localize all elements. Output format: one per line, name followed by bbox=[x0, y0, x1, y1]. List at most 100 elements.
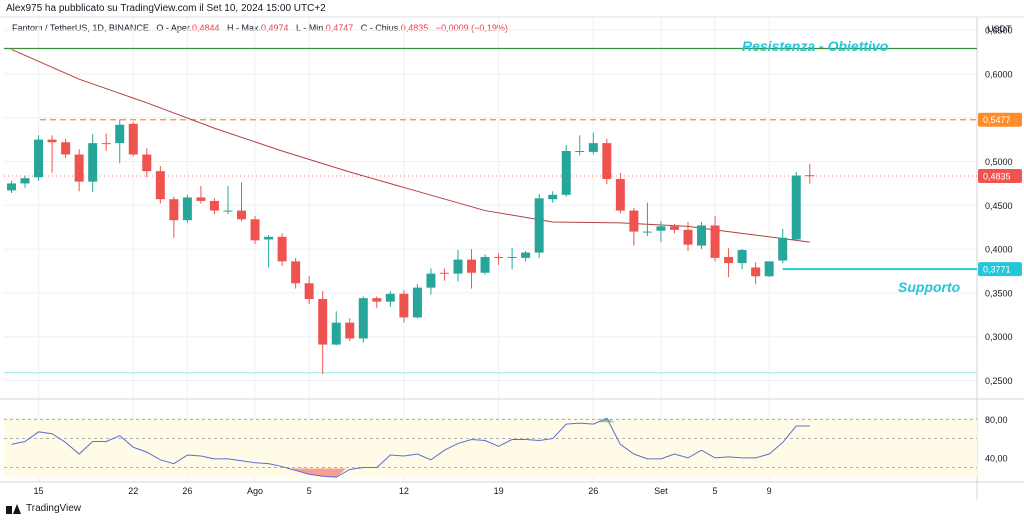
candle-body bbox=[805, 175, 815, 177]
change-value: −0,0009 (−0,19%) bbox=[435, 23, 508, 33]
candle-body bbox=[575, 151, 585, 153]
candle-body bbox=[724, 256, 734, 264]
candle-body bbox=[480, 256, 490, 273]
candle-body bbox=[88, 143, 98, 182]
support-price-label: 0,3771 bbox=[983, 265, 1011, 275]
low-label: L - Min. bbox=[296, 23, 326, 33]
candle-body bbox=[453, 259, 463, 274]
rsi-overbought-fill bbox=[598, 418, 615, 423]
rsi-tick-label: 80,00 bbox=[985, 415, 1008, 425]
candle-body bbox=[155, 171, 165, 200]
open-label: O - Aper. bbox=[156, 23, 192, 33]
last-price-label-bg bbox=[978, 168, 1022, 183]
candle-body bbox=[751, 267, 761, 277]
candle-body bbox=[534, 198, 544, 253]
candle-body bbox=[467, 259, 477, 273]
footer-brand[interactable]: TradingView bbox=[6, 503, 81, 514]
resistance-annotation: Resistenza - Obiettivo bbox=[742, 38, 889, 54]
candle-body bbox=[588, 143, 598, 152]
close-label: C - Chius. bbox=[360, 23, 401, 33]
candle-body bbox=[385, 293, 395, 302]
time-tick-label: 12 bbox=[399, 486, 409, 496]
candle-body bbox=[237, 210, 247, 220]
price-tick-label: 0,4000 bbox=[985, 245, 1013, 255]
symbol-label: Fantom / TetherUS, 1D, BINANCE bbox=[12, 23, 149, 33]
candle-body bbox=[669, 226, 679, 230]
candle-body bbox=[61, 142, 71, 155]
price-tick-label: 0,5000 bbox=[985, 157, 1013, 167]
candle-body bbox=[548, 194, 558, 200]
time-tick-label: 22 bbox=[128, 486, 138, 496]
candle-body bbox=[358, 298, 368, 339]
ohlc-legend: Fantom / TetherUS, 1D, BINANCE O - Aper.… bbox=[12, 23, 508, 33]
candle-body bbox=[629, 210, 639, 232]
publish-caption: Alex975 ha pubblicato su TradingView.com… bbox=[6, 3, 326, 14]
candle-body bbox=[142, 154, 152, 172]
last-price-label: 0,4835 bbox=[983, 171, 1011, 181]
price-tick-label: 0,3500 bbox=[985, 288, 1013, 298]
currency-label: USDT bbox=[987, 24, 1012, 34]
close-value: 0,4835 bbox=[400, 23, 429, 33]
candle-body bbox=[345, 322, 355, 339]
time-tick-label: 9 bbox=[767, 486, 772, 496]
time-tick-label: 5 bbox=[713, 486, 718, 496]
time-tick-label: 19 bbox=[494, 486, 504, 496]
price-tick-label: 0,3000 bbox=[985, 332, 1013, 342]
candle-body bbox=[169, 199, 179, 221]
rsi-oversold-fill bbox=[285, 468, 347, 478]
high-value: 0,4974 bbox=[261, 23, 289, 33]
candle-body bbox=[412, 287, 422, 318]
candle-body bbox=[223, 210, 233, 212]
low-value: 0,4747 bbox=[325, 23, 354, 33]
candle-body bbox=[710, 225, 720, 258]
dashed-level-price-label: 0,5477 bbox=[983, 115, 1011, 125]
time-tick-label: Ago bbox=[247, 486, 263, 496]
candle-body bbox=[521, 252, 531, 258]
candle-body bbox=[642, 231, 652, 233]
time-tick-label: Set bbox=[654, 486, 668, 496]
rsi-band-background bbox=[4, 419, 977, 478]
candle-body bbox=[128, 123, 138, 155]
price-tick-label: 0,2500 bbox=[985, 376, 1013, 386]
candle-body bbox=[182, 197, 192, 221]
candle-body bbox=[561, 151, 571, 195]
candle-body bbox=[764, 261, 774, 277]
candle-body bbox=[47, 139, 57, 143]
candle-body bbox=[697, 225, 707, 246]
candle-body bbox=[399, 293, 409, 318]
candle-body bbox=[318, 299, 328, 345]
candle-body bbox=[250, 219, 260, 241]
candle-body bbox=[101, 143, 111, 145]
price-tick-label: 0,6000 bbox=[985, 69, 1013, 79]
candle-body bbox=[615, 179, 625, 211]
time-tick-label: 5 bbox=[307, 486, 312, 496]
price-tick-label: 0,4500 bbox=[985, 201, 1013, 211]
candle-body bbox=[439, 272, 449, 274]
rsi-tick-label: 40,00 bbox=[985, 453, 1008, 463]
brand-name: TradingView bbox=[26, 503, 82, 514]
candle-body bbox=[291, 261, 301, 284]
time-tick-label: 26 bbox=[182, 486, 192, 496]
candle-body bbox=[507, 256, 517, 258]
candle-body bbox=[656, 226, 666, 231]
time-tick-label: 26 bbox=[588, 486, 598, 496]
open-value: 0,4844 bbox=[191, 23, 220, 33]
candle-body bbox=[372, 298, 382, 302]
candle-body bbox=[426, 273, 436, 288]
dashed-level-price-label-bg bbox=[978, 112, 1022, 127]
candle-body bbox=[209, 200, 219, 211]
candle-body bbox=[74, 154, 84, 182]
support-annotation: Supporto bbox=[898, 279, 961, 295]
rsi-line bbox=[11, 417, 810, 478]
candle-body bbox=[737, 249, 747, 264]
candle-body bbox=[20, 178, 30, 184]
candle-body bbox=[34, 139, 44, 178]
candle-body bbox=[331, 322, 341, 345]
tradingview-logo-icon bbox=[6, 503, 22, 514]
candle-body bbox=[791, 175, 801, 240]
candle-body bbox=[277, 236, 287, 262]
candle-body bbox=[683, 229, 693, 245]
candle-body bbox=[494, 256, 504, 258]
candle-body bbox=[778, 237, 788, 261]
